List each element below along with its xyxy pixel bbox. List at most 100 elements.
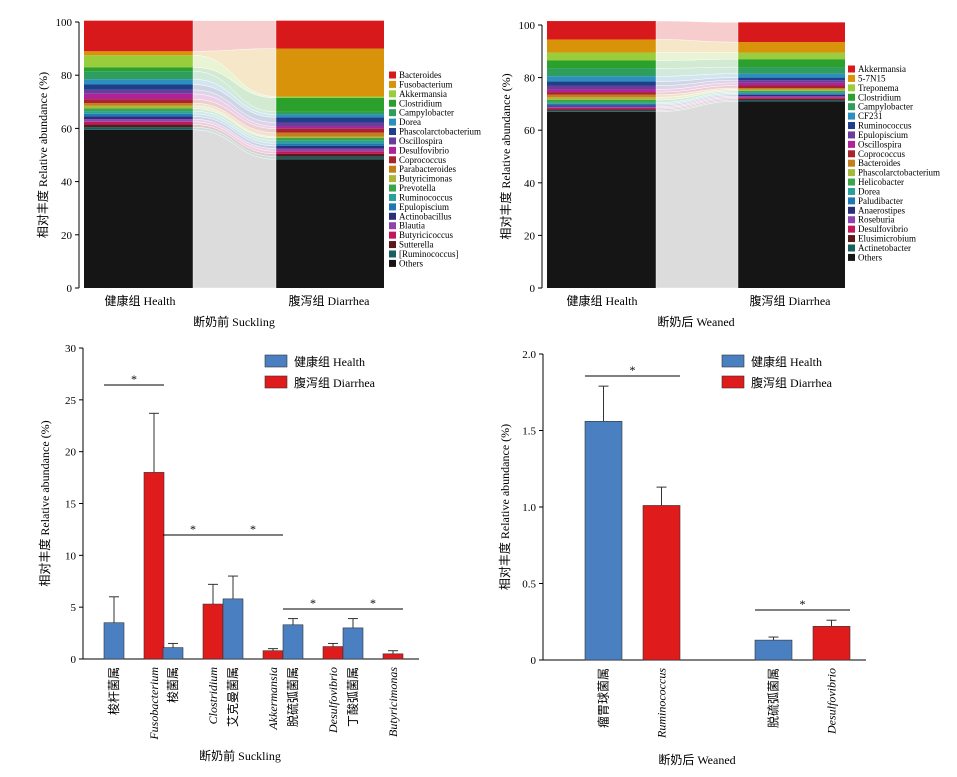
y-tick-label: 20 <box>65 447 77 459</box>
legend-label: 腹泻组 Diarrhea <box>751 376 833 390</box>
legend-swatch <box>389 156 396 164</box>
legend-swatch <box>389 146 396 154</box>
stack-block-diarrhea-epulopiscium <box>738 80 845 83</box>
y-tick-label: 15 <box>65 499 77 511</box>
significance-marker: * <box>131 372 137 386</box>
bar-diarrhea-butyricimonas <box>382 653 404 660</box>
bar-health-butyricimonas <box>342 627 364 660</box>
stack-block-health-oscillospira <box>84 89 193 94</box>
legend-label: Others <box>858 252 882 262</box>
legend-swatch <box>389 203 396 211</box>
y-tick-label: 20 <box>524 230 536 242</box>
stack-block-health-others <box>547 111 656 288</box>
y-tick-label: 40 <box>61 177 73 189</box>
legend-swatch <box>848 235 855 243</box>
legend-swatch <box>389 259 396 267</box>
stack-block-diarrhea-clostridium <box>738 59 845 68</box>
stack-block-diarrhea-epulopiscium <box>276 143 384 146</box>
legend-swatch <box>389 222 396 230</box>
stack-block-diarrhea-others <box>276 159 384 288</box>
legend-label: Akkermansia <box>858 64 906 74</box>
y-tick-label: 1.0 <box>522 502 536 514</box>
stack-block-health-paludibacter <box>547 103 656 106</box>
stack-flow-others <box>655 101 739 289</box>
significance-marker: * <box>800 597 806 611</box>
category-label-cn: 脱硫弧菌属 <box>766 668 781 728</box>
stack-block-health-butyricimonas <box>84 105 193 109</box>
legend-swatch <box>389 80 396 88</box>
stack-block-diarrhea-coprococcus <box>276 128 384 133</box>
legend-swatch <box>848 103 855 111</box>
stack-block-health-akkermansia <box>547 21 656 40</box>
stack-block-diarrhea--ruminococcus- <box>276 156 384 160</box>
legend-swatch <box>848 150 855 158</box>
stack-block-diarrhea-helicobacter <box>738 90 845 93</box>
legend-label: Roseburia <box>858 215 895 225</box>
legend-label: 5-7N15 <box>858 73 886 83</box>
stack-block-diarrhea-blautia <box>276 148 384 152</box>
stack-block-health-oscillospira <box>547 89 656 93</box>
stack-block-diarrhea-oscillospira <box>276 122 384 127</box>
legend-swatch <box>389 250 396 258</box>
legend-swatch <box>848 178 855 186</box>
legend-label: Campylobacter <box>858 102 913 112</box>
stack-block-health-sutterella <box>84 124 193 128</box>
significance-marker: * <box>250 522 256 536</box>
category-label-latin: Akkermansia <box>266 667 280 731</box>
stack-block-diarrhea-roseburia <box>738 96 845 98</box>
x-axis-label: 断奶前 Suckling <box>193 314 275 329</box>
legend-label: Actinobacillus <box>399 211 452 221</box>
legend-swatch <box>389 90 396 98</box>
stack-block-diarrhea-campylobacter <box>276 111 384 115</box>
legend-label: Treponema <box>858 83 899 93</box>
legend: 健康组 Health 腹泻组 Diarrhea <box>264 354 376 390</box>
category-label-cn: 艾克曼菌属 <box>226 667 240 727</box>
stack-block-diarrhea-butyricimonas <box>276 136 384 138</box>
y-tick-label: 60 <box>524 125 536 137</box>
legend-label: Butyricicoccus <box>399 230 453 240</box>
stack-block-health--ruminococcus- <box>84 127 193 130</box>
legend-swatch <box>848 244 855 252</box>
legend-swatch <box>389 137 396 145</box>
legend-swatch <box>389 165 396 173</box>
stack-flow-bacteroides <box>192 20 277 52</box>
category-label: 健康组 Health <box>105 293 176 308</box>
stack-block-health-prevotella <box>84 108 193 112</box>
category-label-cn: 梭杆菌属 <box>106 667 121 715</box>
legend-label: Oscillospira <box>858 139 902 149</box>
significance-marker: * <box>630 363 636 377</box>
stack-block-health-helicobacter <box>547 99 656 103</box>
bar-diarrhea-clostridium <box>202 603 224 660</box>
y-tick-label: 0 <box>67 283 73 295</box>
stack-block-diarrhea-phascolarctobacterium <box>738 89 845 91</box>
legend-label: Oscillospira <box>399 136 443 146</box>
legend-label: Others <box>399 258 423 268</box>
legend-label: Elusimicrobium <box>858 234 916 244</box>
category-label-latin: Clostridium <box>206 667 220 725</box>
legend-label: Phascolarctobacterium <box>399 127 481 137</box>
y-tick-label: 0 <box>71 654 77 666</box>
legend-label: Blautia <box>399 221 425 231</box>
legend-swatch <box>848 65 855 73</box>
stack-block-health-phascolarctobacterium <box>547 97 656 100</box>
y-axis-label: 相对丰度 Relative abundance (%) <box>37 420 52 586</box>
stack-block-health-phascolarctobacterium <box>84 84 193 90</box>
stack-block-diarrhea-elusimicrobium <box>738 98 845 100</box>
y-axis-label: 相对丰度 Relative abundance (%) <box>35 72 50 238</box>
legend-label: Dorea <box>858 186 880 196</box>
bar-health-fusobacterium <box>103 622 125 660</box>
stack-block-health-campylobacter <box>547 68 656 77</box>
stack-block-diarrhea-desulfovibrio <box>276 126 384 129</box>
stack-block-health-cf231 <box>547 76 656 82</box>
stack-block-diarrhea-ruminococcus <box>276 140 384 144</box>
y-tick-label: 30 <box>65 343 77 355</box>
stack-block-health-butyricicoccus <box>84 121 193 125</box>
y-tick-label: 2.0 <box>522 349 536 361</box>
stack-block-diarrhea-akkermansia <box>276 96 384 98</box>
significance-marker: * <box>190 522 196 536</box>
legend-swatch <box>389 241 396 249</box>
legend-swatch <box>848 93 855 101</box>
legend-swatch <box>389 128 396 136</box>
legend-swatch <box>389 118 396 126</box>
